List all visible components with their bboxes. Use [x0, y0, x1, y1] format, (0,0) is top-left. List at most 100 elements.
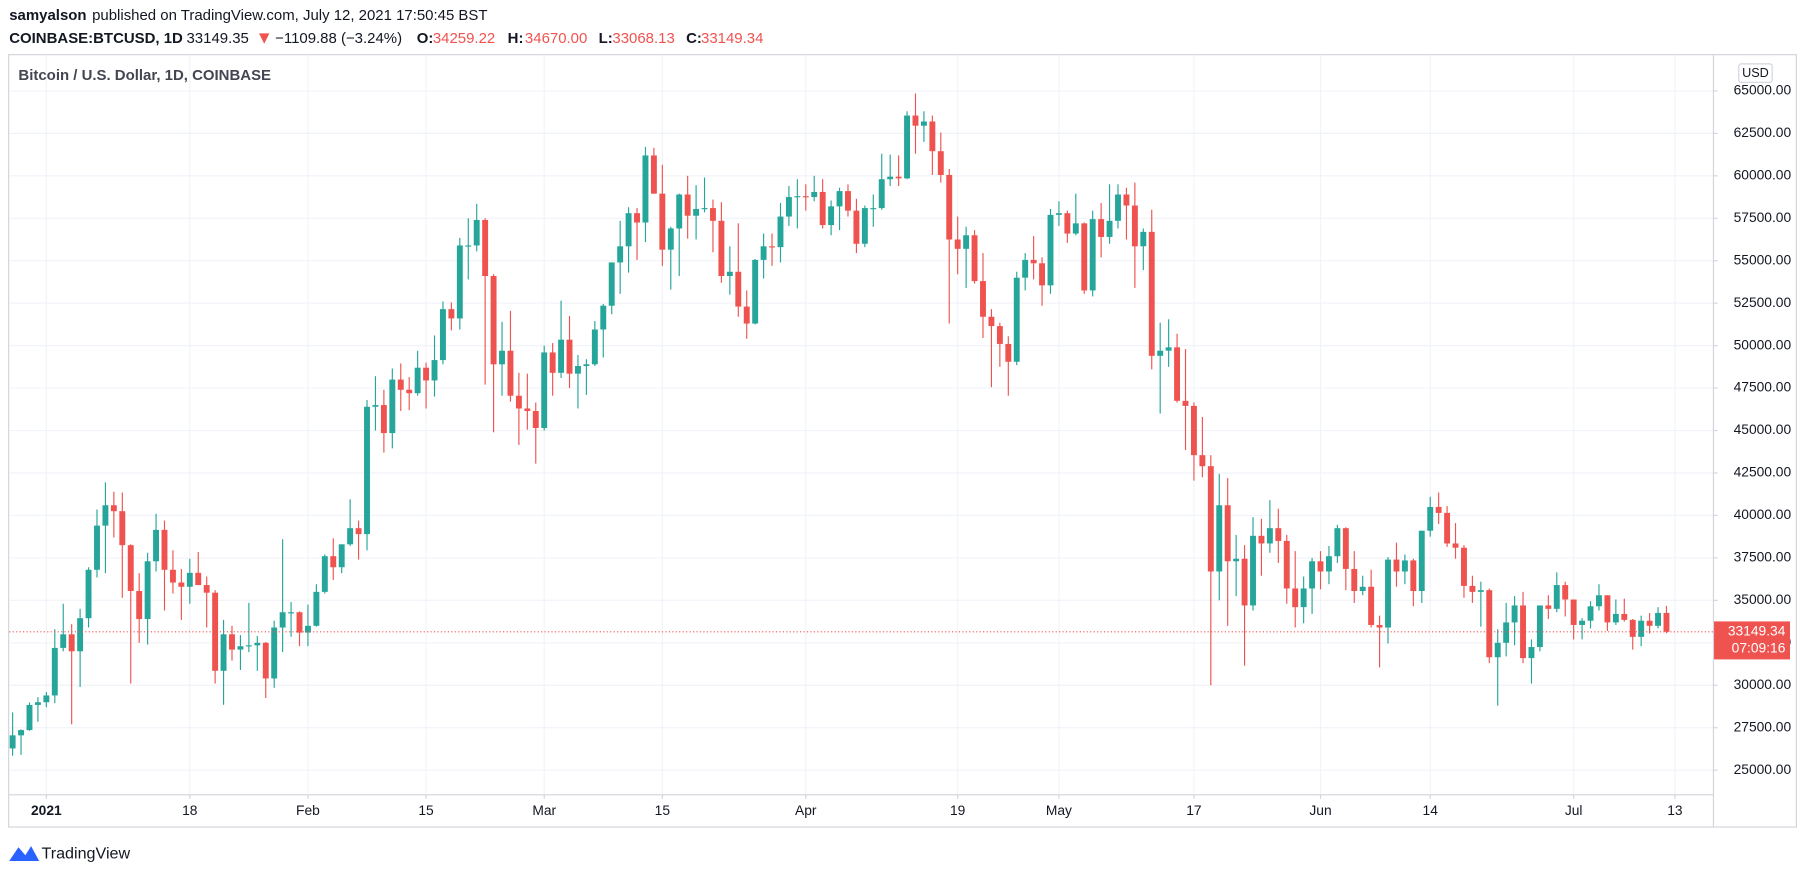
candle-body [929, 121, 936, 152]
candle-body [195, 572, 202, 586]
candle-body [634, 213, 640, 223]
brand: TradingView [41, 844, 130, 862]
down-arrow [259, 33, 270, 44]
candle-body [85, 569, 92, 619]
candle-body [389, 379, 396, 434]
candle-body [271, 627, 278, 679]
x-tick-label: Mar [532, 802, 556, 818]
candle-body [1064, 213, 1071, 234]
candle-body [1536, 605, 1543, 648]
candle-body [549, 352, 556, 373]
candle-body [1621, 613, 1628, 620]
candle-body [954, 239, 961, 249]
o-value: 34259.22 [433, 30, 495, 47]
candle-body [296, 612, 303, 633]
candle-body [811, 191, 818, 198]
candle-body [1604, 595, 1611, 623]
candle-body [338, 544, 345, 568]
candle-body [836, 191, 843, 207]
l-value: 33068.13 [612, 30, 674, 47]
candle-body [558, 339, 565, 373]
candle-body [448, 309, 455, 319]
candle-body [988, 316, 995, 327]
candle-body [1165, 347, 1172, 351]
candles [9, 93, 1713, 756]
candle-body [583, 364, 590, 367]
candle-body [1266, 528, 1273, 544]
candle-body [735, 271, 742, 307]
candle-body [819, 191, 826, 226]
candle-body [372, 405, 379, 407]
candle-body [9, 735, 16, 749]
candle-body [153, 529, 160, 562]
published: published on TradingView.com, July 12, 2… [92, 7, 487, 24]
candle-body [1477, 590, 1484, 592]
candle-body [1401, 560, 1408, 572]
candle-body [667, 228, 674, 250]
candle-body [1553, 585, 1560, 609]
candle-body [465, 245, 472, 247]
candle-body [861, 208, 868, 244]
candle-body [887, 176, 894, 180]
candle-body [169, 569, 176, 583]
candle-body [693, 208, 700, 216]
candle-body [1655, 612, 1661, 626]
candle-body [650, 155, 657, 194]
x-tick-label: 14 [1423, 802, 1439, 818]
candle-body [1469, 585, 1476, 592]
candle-body [1444, 512, 1451, 544]
candle-body [110, 505, 117, 512]
candle-body [617, 246, 624, 263]
candle-body [1140, 231, 1147, 247]
candle-body [254, 642, 261, 646]
candle-body [718, 220, 725, 277]
candle-body [980, 281, 986, 317]
candle-body [77, 618, 84, 652]
candle-body [895, 176, 902, 179]
candle-body [752, 259, 759, 324]
y-tick-label: 50000.00 [1734, 336, 1792, 352]
candle-body [414, 367, 421, 394]
c-label: C: [686, 30, 702, 47]
x-tick-label: 2021 [31, 802, 62, 818]
candle-body [1494, 642, 1501, 658]
candle-body [364, 406, 370, 535]
candle-body [1039, 263, 1046, 286]
candle-body [1216, 505, 1223, 572]
y-tick-label: 42500.00 [1734, 464, 1792, 480]
chart-title: Bitcoin / U.S. Dollar, 1D, COINBASE [18, 67, 271, 84]
candle-body [288, 612, 295, 614]
candle-body [591, 329, 598, 365]
candle-body [1106, 220, 1113, 237]
candle-body [456, 245, 463, 319]
candle-body [507, 350, 514, 396]
candle-body [482, 219, 489, 277]
x-tick-label: 19 [950, 802, 966, 818]
candle-body [347, 528, 354, 545]
y-tick-label: 47500.00 [1734, 379, 1792, 395]
candle-body [1275, 528, 1282, 541]
candle-body [1511, 605, 1518, 623]
candle-body [186, 572, 193, 587]
candle-body [1047, 214, 1054, 286]
candle-body [102, 505, 109, 526]
candle-body [380, 405, 387, 434]
candle-body [1596, 595, 1602, 607]
candle-body [26, 704, 33, 731]
candle-body [51, 647, 58, 696]
candle-body [127, 545, 134, 592]
candle-body [203, 585, 210, 593]
candle-body [1258, 535, 1265, 544]
candle-body [743, 306, 750, 324]
x-tick-label: 15 [655, 802, 671, 818]
candle-body [532, 411, 539, 428]
candle-body [499, 350, 505, 365]
candle-body [845, 191, 851, 211]
candle-body [1317, 561, 1324, 572]
candle-body [1123, 194, 1130, 206]
candle-body [1629, 619, 1636, 637]
candle-body [1072, 223, 1079, 234]
last-price: 33149.35 [187, 30, 249, 47]
c-value: 33149.34 [701, 30, 763, 47]
